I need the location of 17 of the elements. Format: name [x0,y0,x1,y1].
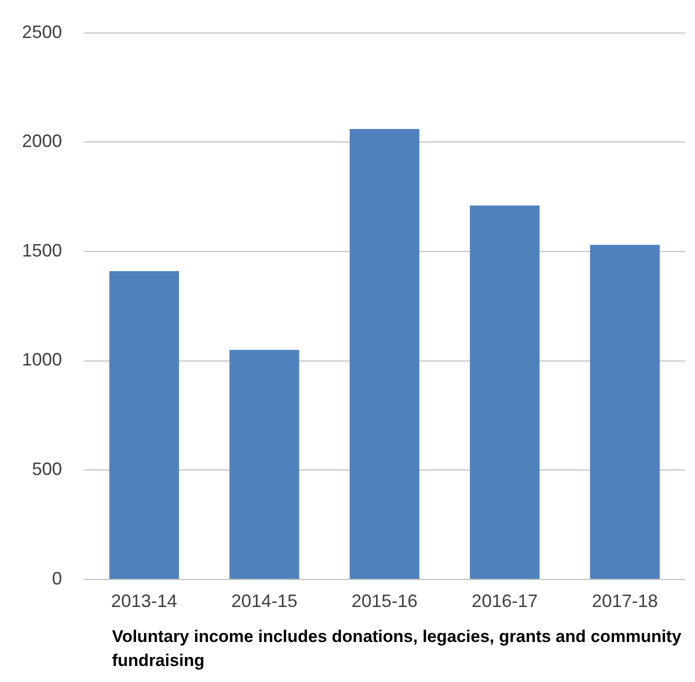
x-tick-label: 2015-16 [351,591,418,612]
x-axis-title: Voluntary income includes donations, legacies, grants and community fundraising [112,626,682,672]
y-tick-label: 1500 [22,240,62,260]
y-tick-label: 500 [32,459,62,480]
bar [109,271,179,579]
x-tick-label: 2017-18 [592,591,658,612]
bar [350,129,420,579]
bar [590,244,660,579]
bar [470,206,540,579]
y-tick-label: 2000 [22,131,62,152]
y-tick-label: 0 [52,568,62,588]
x-tick-label: 2014-15 [231,591,298,612]
x-tick-label: 2016-17 [472,591,538,612]
x-tick-label: 2013-14 [111,591,178,612]
y-tick-label: 2500 [22,22,62,42]
y-tick-label: 1000 [22,350,62,370]
bar [229,350,300,579]
